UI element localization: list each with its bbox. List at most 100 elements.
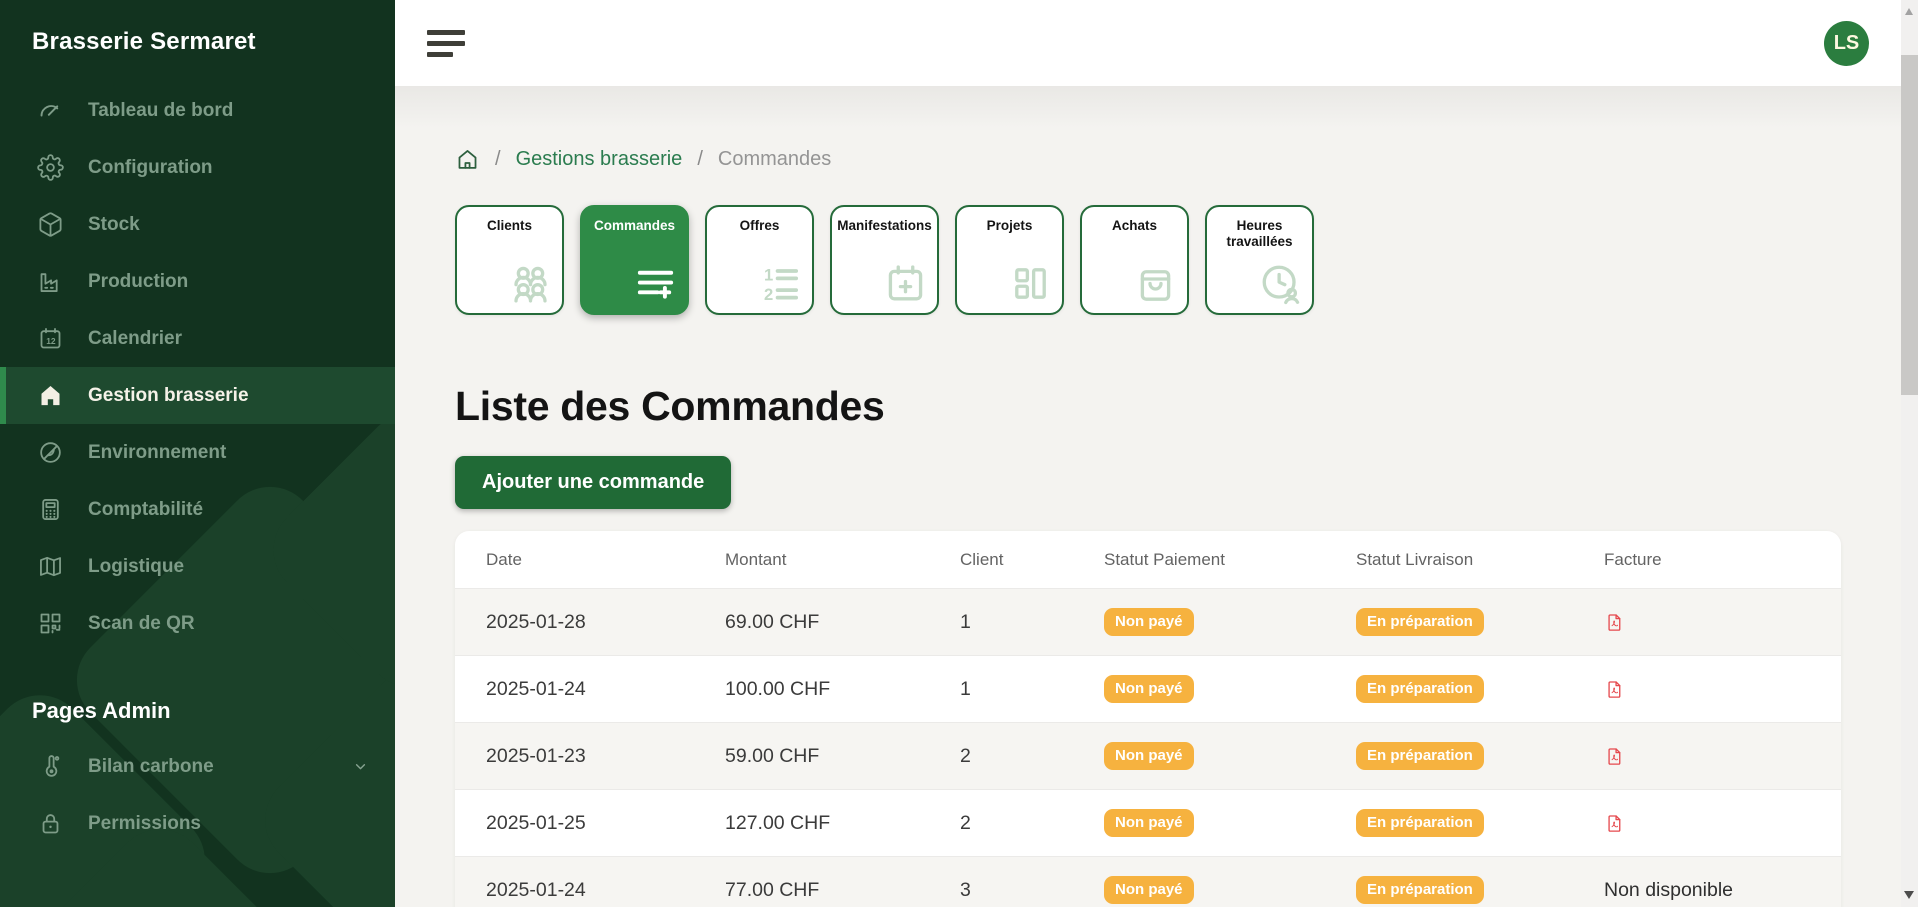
cell-client: 2 (960, 811, 971, 834)
avatar[interactable]: LS (1824, 20, 1869, 66)
sidebar-item-permissions[interactable]: Permissions (0, 795, 395, 852)
topbar: LS (395, 0, 1901, 86)
cell-client: 1 (960, 610, 971, 633)
column-header-statut-livraison: Statut Livraison (1356, 549, 1474, 569)
shopping-bag-icon (1132, 260, 1179, 307)
sidebar-item-configuration[interactable]: Configuration (0, 139, 395, 196)
payment-status-badge: Non payé (1104, 675, 1194, 703)
table-header-row: Date Montant Client Statut Paiement Stat… (455, 531, 1841, 588)
tab-achats[interactable]: Achats (1080, 205, 1189, 315)
payment-status-badge: Non payé (1104, 876, 1194, 904)
pdf-icon[interactable] (1604, 746, 1625, 767)
payment-status-badge: Non payé (1104, 742, 1194, 770)
list-plus-icon (632, 260, 679, 307)
commandes-table: Date Montant Client Statut Paiement Stat… (455, 531, 1841, 907)
cell-date: 2025-01-24 (486, 677, 586, 700)
tab-projets[interactable]: Projets (955, 205, 1064, 315)
table-row: 2025-01-24 100.00 CHF 1 Non payé En prép… (455, 655, 1841, 722)
table-row: 2025-01-28 69.00 CHF 1 Non payé En prépa… (455, 588, 1841, 655)
breadcrumb-separator: / (495, 147, 501, 170)
tab-commandes[interactable]: Commandes (580, 205, 689, 315)
cell-date: 2025-01-24 (486, 878, 586, 901)
table-row: 2025-01-25 127.00 CHF 2 Non payé En prép… (455, 789, 1841, 856)
cell-facture-unavailable: Non disponible (1604, 878, 1734, 901)
delivery-status-badge: En préparation (1356, 742, 1484, 770)
sidebar-item-environnement[interactable]: Environnement (0, 424, 395, 481)
main-column: LS / Gestions brasserie / Commandes Clie… (395, 0, 1901, 907)
pdf-icon[interactable] (1604, 679, 1625, 700)
table-row: 2025-01-23 59.00 CHF 2 Non payé En prépa… (455, 722, 1841, 789)
cell-date: 2025-01-23 (486, 744, 586, 767)
cell-montant: 69.00 CHF (725, 610, 820, 633)
sidebar-item-gestion-brasserie[interactable]: Gestion brasserie (0, 367, 395, 424)
leaf-icon (37, 439, 64, 466)
breadcrumb-home-icon[interactable] (455, 147, 480, 172)
factory-icon (37, 268, 64, 295)
sidebar-nav: Tableau de bord Configuration Stock (0, 82, 395, 652)
sidebar-item-bilan-carbone[interactable]: Bilan carbone (0, 738, 395, 795)
table-row: 2025-01-24 77.00 CHF 3 Non payé En prépa… (455, 856, 1841, 907)
sidebar-item-logistique[interactable]: Logistique (0, 538, 395, 595)
clock-user-icon (1257, 260, 1304, 307)
sidebar-item-calendrier[interactable]: 12 Calendrier (0, 310, 395, 367)
sidebar-item-stock[interactable]: Stock (0, 196, 395, 253)
delivery-status-badge: En préparation (1356, 876, 1484, 904)
gauge-icon (37, 97, 64, 124)
cell-client: 3 (960, 878, 971, 901)
cell-montant: 77.00 CHF (725, 878, 820, 901)
payment-status-badge: Non payé (1104, 608, 1194, 636)
svg-text:1: 1 (764, 265, 773, 284)
calendar-plus-icon (882, 260, 929, 307)
calendar-icon: 12 (37, 325, 64, 352)
sidebar-item-scan-qr[interactable]: Scan de QR (0, 595, 395, 652)
sidebar: Brasserie Sermaret Tableau de bord Confi… (0, 0, 395, 907)
sidebar-item-comptabilite[interactable]: Comptabilité (0, 481, 395, 538)
scrollbar-down-arrow[interactable] (1904, 891, 1914, 899)
qr-icon (37, 610, 64, 637)
cell-montant: 59.00 CHF (725, 744, 820, 767)
pdf-icon[interactable] (1604, 612, 1625, 633)
calculator-icon (37, 496, 64, 523)
sidebar-item-production[interactable]: Production (0, 253, 395, 310)
package-icon (37, 211, 64, 238)
brand-title: Brasserie Sermaret (32, 28, 256, 55)
scrollbar-thumb[interactable] (1901, 55, 1918, 395)
tab-clients[interactable]: Clients (455, 205, 564, 315)
svg-text:2: 2 (764, 285, 773, 304)
thermometer-icon (37, 753, 64, 780)
cell-date: 2025-01-28 (486, 610, 586, 633)
column-header-statut-paiement: Statut Paiement (1104, 549, 1225, 569)
hamburger-menu-icon[interactable] (423, 26, 469, 61)
lock-icon (37, 810, 64, 837)
cell-montant: 127.00 CHF (725, 811, 831, 834)
pdf-icon[interactable] (1604, 813, 1625, 834)
payment-status-badge: Non payé (1104, 809, 1194, 837)
delivery-status-badge: En préparation (1356, 608, 1484, 636)
gear-icon (37, 154, 64, 181)
column-header-facture: Facture (1604, 549, 1662, 569)
breadcrumb: / Gestions brasserie / Commandes (455, 144, 1841, 174)
chevron-down-icon (352, 758, 369, 775)
users-icon (507, 260, 554, 307)
column-header-montant: Montant (725, 549, 787, 569)
column-header-client: Client (960, 549, 1004, 569)
kanban-icon (1007, 260, 1054, 307)
add-commande-button[interactable]: Ajouter une commande (455, 456, 732, 509)
column-header-date: Date (486, 549, 522, 569)
breadcrumb-current: Commandes (717, 147, 832, 170)
home-icon (37, 382, 64, 409)
tab-heures-travaillees[interactable]: Heures travaillées (1205, 205, 1314, 315)
sidebar-item-tableau-de-bord[interactable]: Tableau de bord (0, 82, 395, 139)
tab-manifestations[interactable]: Manifestations (830, 205, 939, 315)
scrollbar-up-arrow[interactable] (1905, 8, 1913, 15)
breadcrumb-separator: / (697, 147, 703, 170)
cell-montant: 100.00 CHF (725, 677, 831, 700)
breadcrumb-link-gestions-brasserie[interactable]: Gestions brasserie (515, 147, 683, 170)
pages-admin-heading: Pages Admin (32, 698, 171, 723)
cell-client: 1 (960, 677, 971, 700)
map-icon (37, 553, 64, 580)
